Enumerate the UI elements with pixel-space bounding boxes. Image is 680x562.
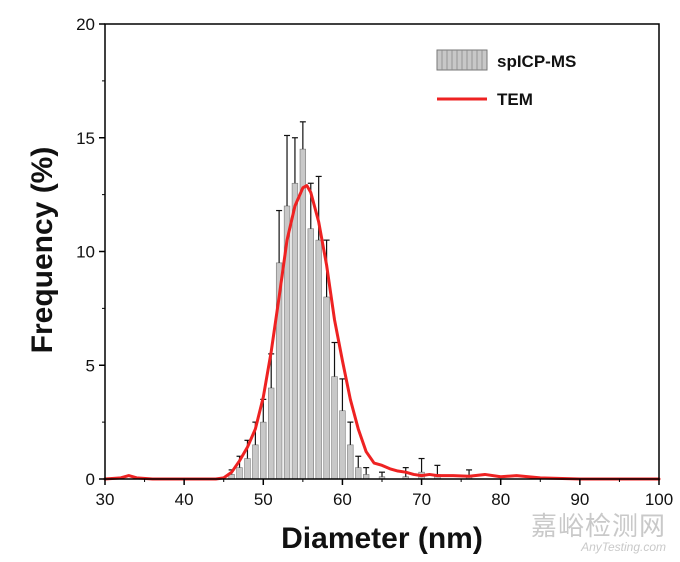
y-tick-label: 0 (86, 470, 95, 489)
x-tick-label: 90 (570, 490, 589, 509)
bar (260, 421, 267, 480)
y-tick-label: 20 (76, 15, 95, 34)
x-tick-label: 70 (412, 490, 431, 509)
y-tick-label: 15 (76, 129, 95, 148)
bar (244, 458, 251, 480)
legend-label-tem: TEM (497, 90, 533, 109)
bar (236, 467, 243, 480)
ticks-layer: 30 40 50 60 70 80 90 100 0 5 10 15 20 (76, 15, 673, 509)
bar (291, 182, 299, 480)
bar (339, 410, 346, 480)
bars-layer (228, 121, 473, 480)
x-tick-label: 50 (254, 490, 273, 509)
tem-line (103, 184, 661, 481)
bar (307, 228, 314, 480)
bar (355, 467, 362, 480)
watermark-english: AnyTesting.com (581, 540, 666, 554)
x-tick-label: 40 (175, 490, 194, 509)
line-layer (103, 184, 661, 481)
legend: spICP-MS TEM (436, 49, 576, 109)
bar (268, 387, 275, 480)
x-tick-label: 100 (645, 490, 673, 509)
bar (323, 296, 330, 480)
x-tick-label: 60 (333, 490, 352, 509)
bar (315, 239, 322, 480)
x-tick-label: 30 (96, 490, 115, 509)
bar (347, 444, 354, 480)
watermark-chinese: 嘉峪检测网 (530, 511, 666, 541)
watermark: 嘉峪检测网 AnyTesting.com (531, 512, 666, 554)
legend-swatch-hatching (441, 50, 483, 70)
y-axis-title: Frequency (%) (26, 147, 59, 354)
x-tick-label: 80 (491, 490, 510, 509)
x-axis-title: Diameter (nm) (281, 522, 483, 555)
bar (252, 444, 259, 480)
legend-label-spicp-ms: spICP-MS (497, 52, 576, 71)
plot-frame (104, 23, 660, 480)
bar (299, 148, 307, 480)
y-tick-label: 10 (76, 243, 95, 262)
bar (331, 376, 338, 480)
y-tick-label: 5 (86, 356, 95, 375)
